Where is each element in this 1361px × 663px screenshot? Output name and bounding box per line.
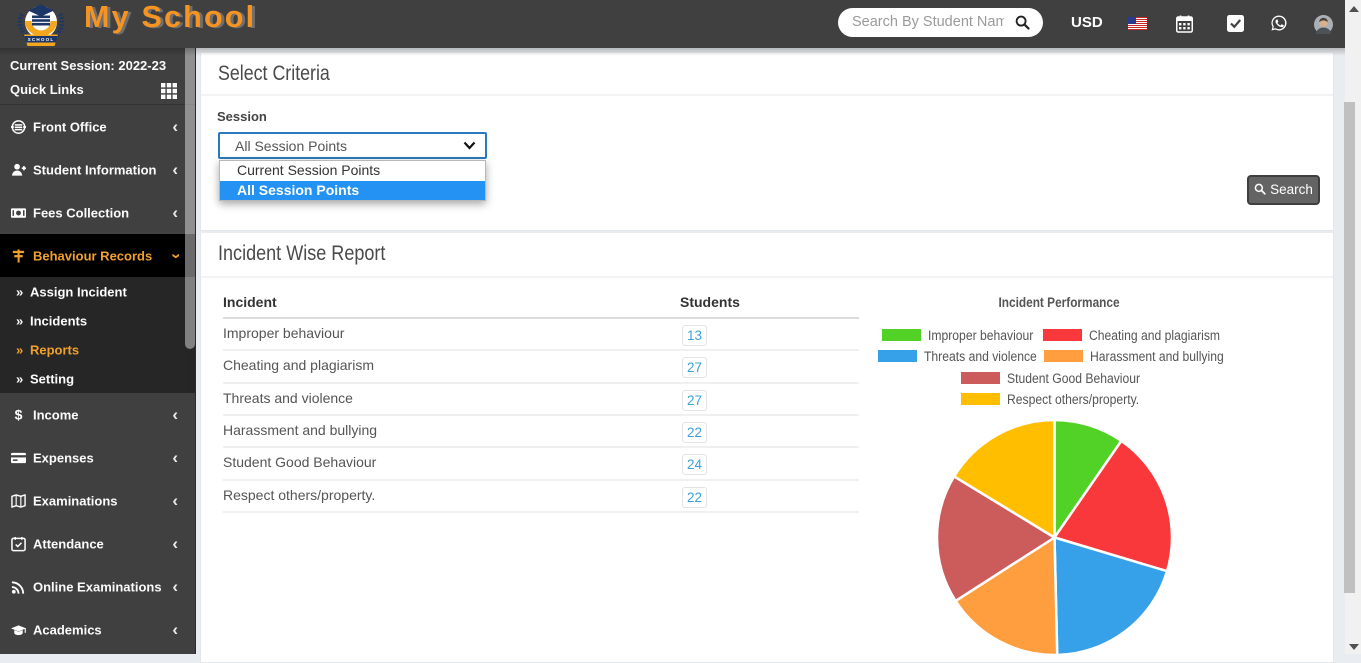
svg-text:$: $ (15, 407, 23, 422)
svg-text:SCHOOL: SCHOOL (28, 37, 55, 42)
